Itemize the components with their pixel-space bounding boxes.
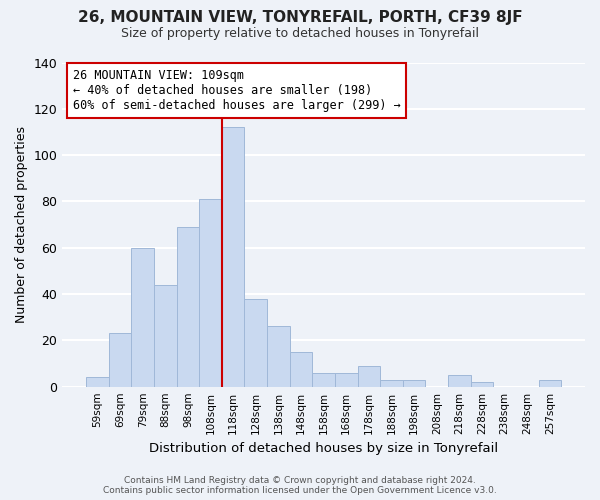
Text: Size of property relative to detached houses in Tonyrefail: Size of property relative to detached ho… — [121, 28, 479, 40]
Bar — [358, 366, 380, 386]
Bar — [380, 380, 403, 386]
Text: 26, MOUNTAIN VIEW, TONYREFAIL, PORTH, CF39 8JF: 26, MOUNTAIN VIEW, TONYREFAIL, PORTH, CF… — [77, 10, 523, 25]
Bar — [199, 199, 222, 386]
Bar — [176, 227, 199, 386]
Bar — [244, 298, 267, 386]
Bar — [539, 380, 561, 386]
Bar — [313, 373, 335, 386]
Bar — [154, 285, 176, 386]
Bar — [267, 326, 290, 386]
Text: Contains HM Land Registry data © Crown copyright and database right 2024.
Contai: Contains HM Land Registry data © Crown c… — [103, 476, 497, 495]
Bar — [109, 334, 131, 386]
Bar — [403, 380, 425, 386]
Bar — [471, 382, 493, 386]
X-axis label: Distribution of detached houses by size in Tonyrefail: Distribution of detached houses by size … — [149, 442, 498, 455]
Bar — [222, 128, 244, 386]
Bar — [86, 378, 109, 386]
Bar — [448, 375, 471, 386]
Bar — [290, 352, 313, 386]
Y-axis label: Number of detached properties: Number of detached properties — [15, 126, 28, 323]
Text: 26 MOUNTAIN VIEW: 109sqm
← 40% of detached houses are smaller (198)
60% of semi-: 26 MOUNTAIN VIEW: 109sqm ← 40% of detach… — [73, 69, 400, 112]
Bar — [131, 248, 154, 386]
Bar — [335, 373, 358, 386]
